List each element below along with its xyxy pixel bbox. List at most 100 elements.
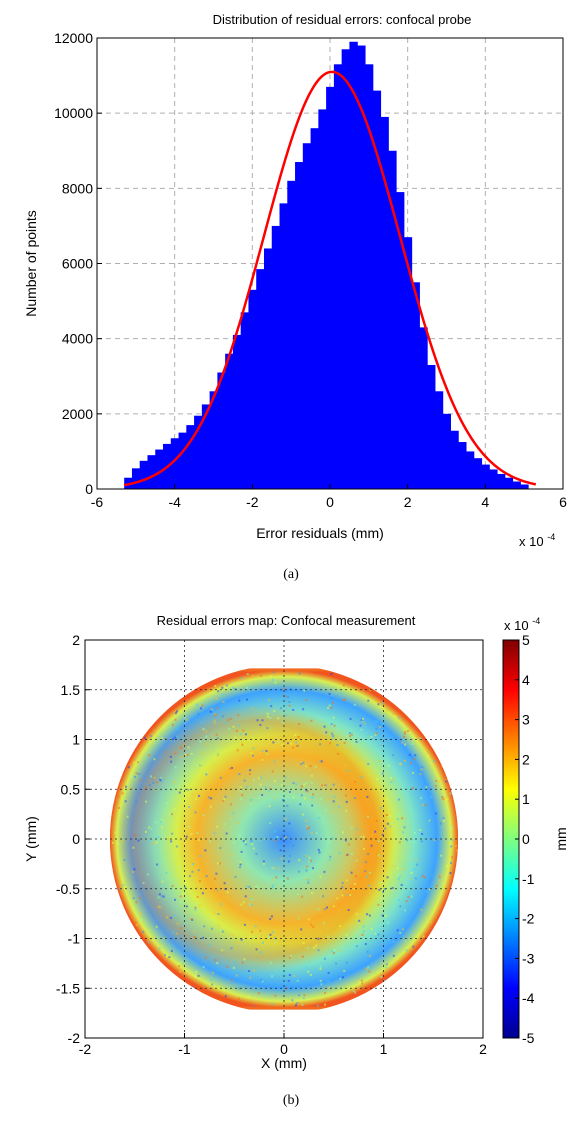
speckle: [302, 813, 305, 816]
speckle: [338, 925, 341, 928]
speckle: [382, 702, 385, 705]
x-tick-label: 4: [481, 494, 489, 510]
speckle: [428, 888, 431, 891]
speckle: [421, 803, 424, 806]
speckle: [180, 961, 183, 964]
speckle: [291, 999, 294, 1002]
speckle: [297, 994, 300, 997]
speckle: [188, 825, 191, 828]
speckle: [433, 760, 436, 763]
speckle: [305, 869, 308, 872]
speckle: [176, 735, 179, 738]
speckle: [438, 780, 441, 783]
speckle: [311, 796, 314, 799]
speckle: [277, 867, 280, 870]
speckle: [358, 919, 361, 922]
speckle: [348, 735, 351, 738]
speckle: [202, 752, 205, 755]
speckle: [285, 836, 288, 839]
speckle: [315, 832, 318, 835]
speckle: [160, 820, 163, 823]
speckle: [451, 856, 454, 859]
speckle: [297, 893, 300, 896]
speckle: [300, 785, 303, 788]
speckle: [196, 886, 199, 889]
map-y-tick-label: 0: [72, 831, 80, 847]
speckle: [231, 934, 234, 937]
speckle: [383, 979, 386, 982]
speckle: [179, 970, 182, 973]
speckle: [191, 793, 194, 796]
speckle: [398, 716, 401, 719]
speckle: [206, 771, 209, 774]
speckle: [430, 795, 433, 798]
speckle: [188, 806, 191, 809]
speckle: [132, 871, 135, 874]
speckle: [323, 725, 326, 728]
speckle: [396, 814, 399, 817]
speckle: [324, 1003, 327, 1006]
speckle: [420, 840, 423, 843]
speckle: [224, 995, 227, 998]
histogram-bar: [170, 438, 180, 489]
speckle: [346, 769, 349, 772]
speckle: [327, 971, 330, 974]
speckle: [259, 951, 262, 954]
speckle: [309, 973, 312, 976]
speckle: [336, 753, 339, 756]
speckle: [302, 761, 305, 764]
speckle: [262, 860, 265, 863]
speckle: [261, 980, 264, 983]
speckle: [237, 714, 240, 717]
speckle: [245, 786, 248, 789]
speckle: [414, 754, 417, 757]
speckle: [330, 697, 333, 700]
speckle: [319, 743, 322, 746]
speckle: [381, 914, 384, 917]
speckle: [354, 780, 357, 783]
speckle: [307, 918, 310, 921]
speckle: [284, 695, 287, 698]
speckle: [242, 901, 245, 904]
speckle: [266, 715, 269, 718]
speckle: [319, 979, 322, 982]
speckle: [421, 766, 424, 769]
speckle: [196, 895, 199, 898]
speckle: [420, 768, 423, 771]
histogram-bar: [326, 86, 335, 489]
speckle: [150, 828, 153, 831]
speckle: [331, 810, 334, 813]
speckle: [341, 882, 344, 885]
speckle: [198, 880, 201, 883]
speckle: [148, 826, 151, 829]
speckle: [203, 925, 206, 928]
speckle: [343, 969, 346, 972]
speckle: [261, 941, 264, 944]
speckle: [376, 778, 379, 781]
speckle: [398, 875, 401, 878]
speckle: [139, 912, 142, 915]
speckle: [245, 843, 248, 846]
histogram-bar: [520, 484, 529, 489]
map-x-tick-label: -2: [79, 1041, 92, 1057]
speckle: [138, 773, 141, 776]
y-tick-label: 8000: [62, 180, 93, 196]
speckle: [161, 880, 164, 883]
speckle: [363, 847, 366, 850]
speckle: [206, 743, 209, 746]
histogram-bar: [131, 468, 141, 489]
histogram-bar: [388, 150, 397, 489]
speckle: [403, 959, 406, 962]
colorbar-tick-label: 3: [522, 712, 530, 728]
speckle: [251, 779, 254, 782]
histogram-bar: [232, 334, 242, 489]
speckle: [160, 895, 163, 898]
speckle: [362, 835, 365, 838]
speckle: [221, 693, 224, 696]
speckle: [355, 740, 358, 743]
speckle: [214, 959, 217, 962]
speckle: [217, 913, 220, 916]
speckle: [181, 892, 184, 895]
speckle: [251, 930, 254, 933]
speckle: [328, 858, 331, 861]
